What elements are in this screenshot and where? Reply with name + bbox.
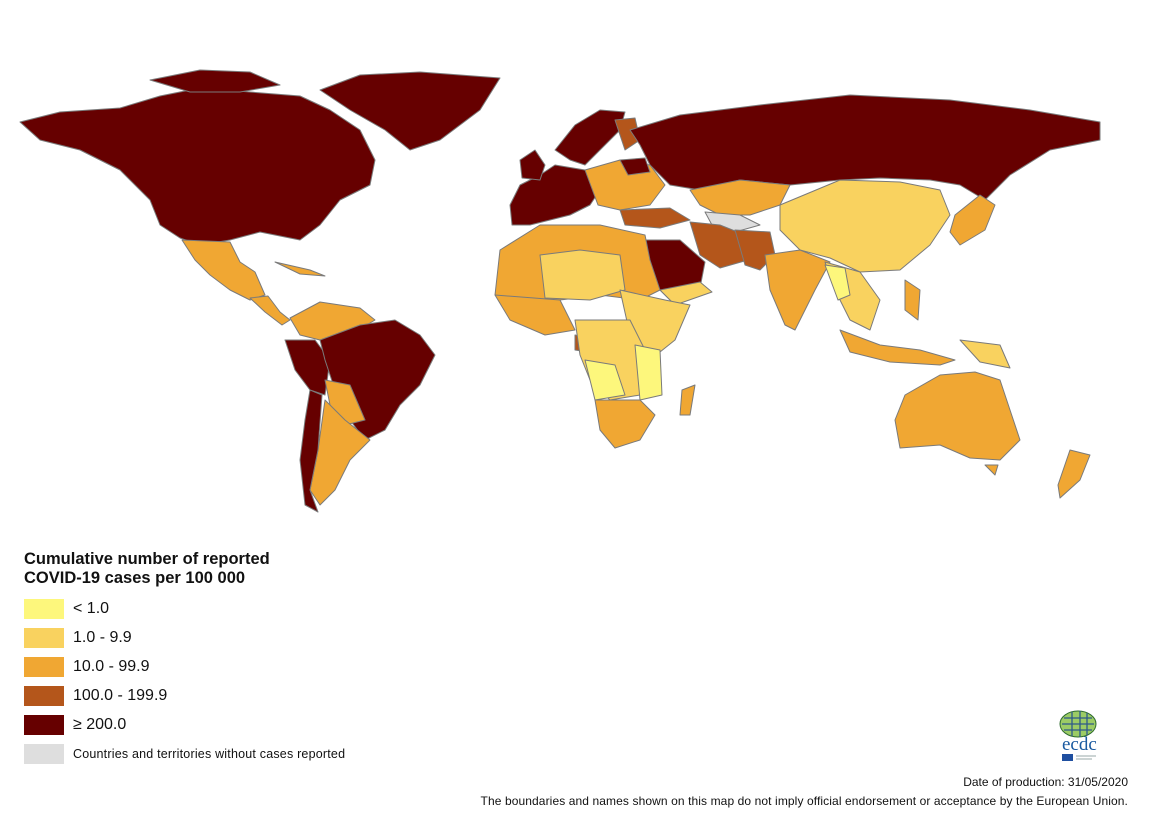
legend-item-100-199: 100.0 - 199.9 xyxy=(24,681,345,710)
region-chile xyxy=(299,389,323,513)
world-choropleth-map xyxy=(19,69,1101,513)
legend-swatch xyxy=(24,685,64,706)
region-belarus xyxy=(619,157,651,176)
legend-label: ≥ 200.0 xyxy=(73,715,127,733)
region-mozambique-malawi xyxy=(634,344,663,401)
region-peru-ecuador xyxy=(284,339,331,396)
legend-item-1-9: 1.0 - 9.9 xyxy=(24,623,345,652)
region-turkey xyxy=(619,207,691,229)
region-canada-usa xyxy=(19,87,376,246)
region-caribbean xyxy=(274,261,326,277)
region-russia xyxy=(629,94,1101,201)
region-china-mongolia xyxy=(779,179,951,273)
disclaimer-text: The boundaries and names shown on this m… xyxy=(480,794,1128,808)
region-korea-japan xyxy=(949,194,996,246)
region-india xyxy=(764,249,831,331)
ecdc-logo-text: ecdc xyxy=(1062,734,1097,755)
region-tasmania xyxy=(984,464,999,476)
legend-swatch xyxy=(24,627,64,648)
region-yemen-oman xyxy=(659,281,713,306)
legend-swatch xyxy=(24,598,64,619)
legend-title-line2: COVID-19 cases per 100 000 xyxy=(24,569,246,587)
ecdc-logo: ecdc xyxy=(1059,710,1097,761)
region-philippines xyxy=(904,279,921,321)
region-west-africa xyxy=(494,294,576,336)
legend-item-no-cases: Countries and territories without cases … xyxy=(24,739,345,768)
legend-label: 100.0 - 199.9 xyxy=(73,686,168,704)
legend-swatch xyxy=(24,714,64,735)
region-madagascar xyxy=(679,384,696,416)
region-sahel xyxy=(539,249,626,301)
region-angola-zambia xyxy=(584,359,626,401)
region-uk-ireland xyxy=(519,149,546,181)
legend-title-line1: Cumulative number of reported xyxy=(24,550,270,568)
region-greenland xyxy=(319,71,501,151)
region-canadian-arctic xyxy=(149,69,281,93)
legend-label: 1.0 - 9.9 xyxy=(73,628,132,646)
region-mexico xyxy=(181,239,266,301)
region-myanmar xyxy=(824,264,851,301)
legend-item-10-99: 10.0 - 99.9 xyxy=(24,652,345,681)
legend-swatch xyxy=(24,743,64,764)
region-papua xyxy=(959,339,1011,369)
region-central-america xyxy=(249,295,291,326)
region-scandinavia xyxy=(554,109,626,166)
region-australia xyxy=(894,371,1021,461)
legend-label: Countries and territories without cases … xyxy=(73,746,346,761)
legend-item-lt-1: < 1.0 xyxy=(24,594,345,623)
region-indonesia xyxy=(839,329,956,366)
legend-swatch xyxy=(24,656,64,677)
legend-item-gte-200: ≥ 200.0 xyxy=(24,710,345,739)
legend-label: < 1.0 xyxy=(73,599,110,617)
map-legend: Cumulative number of reported COVID-19 c… xyxy=(24,550,345,768)
production-date: Date of production: 31/05/2020 xyxy=(963,775,1128,789)
region-bolivia-paraguay xyxy=(324,379,366,426)
region-southern-africa xyxy=(594,399,656,449)
region-new-zealand xyxy=(1057,449,1091,499)
region-kazakhstan xyxy=(689,179,791,216)
legend-label: 10.0 - 99.9 xyxy=(73,657,150,675)
legend-title: Cumulative number of reported COVID-19 c… xyxy=(24,550,345,588)
